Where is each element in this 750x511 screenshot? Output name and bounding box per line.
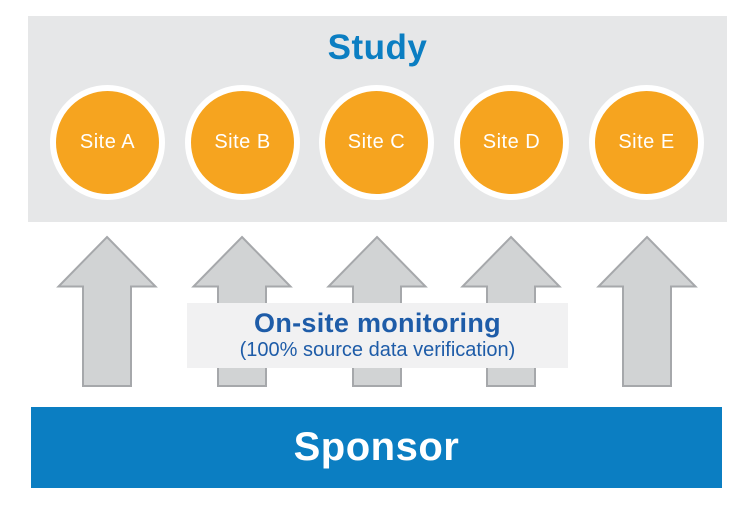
- up-arrow-icon: [56, 235, 158, 387]
- sponsor-label: Sponsor: [293, 425, 460, 469]
- sponsor-bar: Sponsor: [31, 407, 722, 488]
- monitoring-box: On-site monitoring (100% source data ver…: [187, 303, 568, 368]
- site-circle-e: Site E: [589, 85, 704, 200]
- monitoring-title: On-site monitoring: [254, 308, 501, 339]
- site-circle-c: Site C: [319, 85, 434, 200]
- site-label: Site A: [79, 131, 136, 153]
- site-circle-a: Site A: [50, 85, 165, 200]
- study-title: Study: [327, 28, 428, 67]
- site-circle-b: Site B: [185, 85, 300, 200]
- site-circle-d: Site D: [454, 85, 569, 200]
- up-arrow-icon: [596, 235, 698, 387]
- site-label: Site D: [482, 131, 541, 153]
- monitoring-subtitle: (100% source data verification): [239, 338, 516, 361]
- site-label: Site E: [618, 131, 675, 153]
- site-label: Site B: [214, 131, 271, 153]
- site-label: Site C: [347, 131, 406, 153]
